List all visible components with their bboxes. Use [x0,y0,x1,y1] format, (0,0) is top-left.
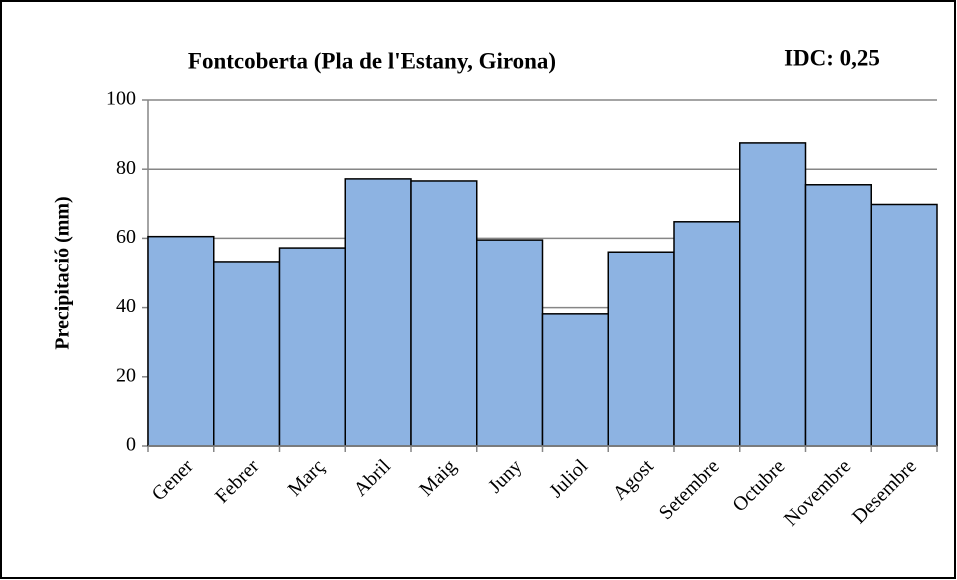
y-tick-label: 60 [116,226,136,248]
y-tick-label: 40 [116,295,136,317]
y-tick-label: 0 [126,434,136,456]
bar [213,261,281,447]
bar [410,180,478,447]
bar [673,221,741,447]
bar [147,235,215,447]
bar [607,251,675,447]
chart-title: Fontcoberta (Pla de l'Estany, Girona) [188,48,556,73]
y-tick-label: 20 [116,364,136,386]
y-axis-label: Precipitació (mm) [52,196,74,349]
bar [739,142,807,447]
annotation: IDC: 0,25 [784,45,880,70]
bar [541,313,609,447]
bar [870,203,938,447]
y-tick-label: 100 [106,88,136,110]
bar [476,239,544,447]
bar [278,247,346,447]
bar [344,178,412,447]
y-tick-label: 80 [116,157,136,179]
bar [804,184,872,447]
